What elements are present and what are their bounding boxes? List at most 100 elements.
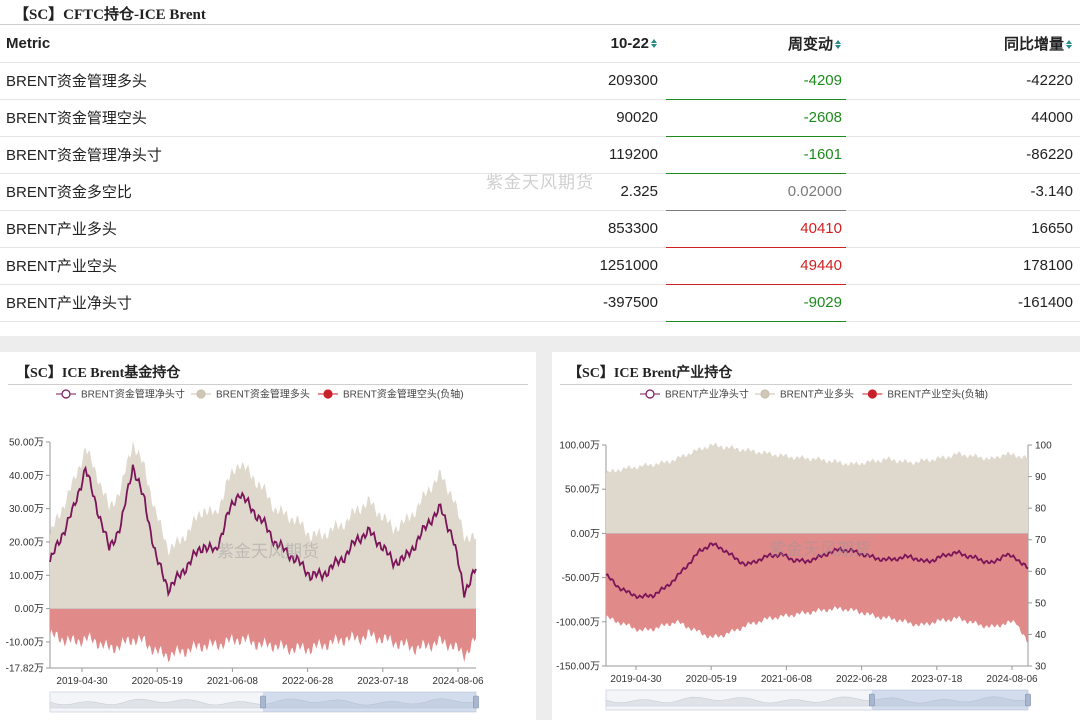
legend-marker-icon [323, 389, 333, 399]
value-cell: 853300 [430, 210, 660, 248]
value-cell-text: 853300 [607, 220, 658, 237]
zoom-handle[interactable] [869, 693, 875, 707]
yoy-cell-text: -3.140 [1030, 183, 1073, 200]
y2-tick-label: 100 [1035, 441, 1052, 452]
yoy-cell: -3.140 [850, 173, 1080, 211]
metric-cell: BRENT资金管理多头 [0, 62, 430, 100]
legend-marker-icon [760, 389, 770, 399]
sort-arrows-icon[interactable] [835, 40, 842, 50]
table-panel-title: 【SC】CFTC持仓-ICE Brent [14, 7, 206, 23]
industry-positions-chart[interactable]: BRENT产业净头寸 BRENT产业多头 BRENT产业空头(负轴) 100.00万 5… [552, 352, 1080, 720]
value-cell: 209300 [430, 62, 660, 100]
zoom-selection [871, 690, 1028, 710]
column-header-date[interactable]: 10-22 [430, 25, 660, 63]
short-position-area [50, 608, 476, 663]
yoy-cell: -86220 [850, 136, 1080, 174]
value-cell-text: 1251000 [599, 257, 658, 274]
x-tick-label: 2024-08-06 [986, 674, 1038, 685]
chart-watermark: 紫金天风期货 [217, 542, 319, 561]
value-cell: 119200 [430, 136, 660, 174]
zoom-handle[interactable] [260, 695, 266, 709]
y-tick-label: 0.00万 [15, 604, 44, 615]
data-zoom-slider[interactable] [49, 691, 479, 713]
change-cell-text: -2608 [803, 109, 842, 126]
metrics-table: Metric 10-22 周变动 同比增量 BRENT资金管理多头 209300 -… [0, 25, 1080, 322]
column-header-weekly-change[interactable]: 周变动 [660, 25, 850, 63]
yoy-cell-text: 44000 [1031, 109, 1073, 126]
x-tick-label: 2020-05-19 [132, 676, 184, 687]
table-row: BRENT资金多空比 2.325 0.02000 -3.140 [0, 173, 1080, 211]
table-header-row: Metric 10-22 周变动 同比增量 [0, 25, 1080, 63]
x-tick-label: 2020-05-19 [686, 674, 738, 685]
value-cell-text: -397500 [602, 294, 658, 311]
fund-positions-chart[interactable]: BRENT资金管理净头寸 BRENT资金管理多头 BRENT资金管理空头(负轴) 50… [0, 352, 536, 720]
zoom-handle[interactable] [1025, 693, 1031, 707]
change-cell: -1601 [660, 136, 850, 174]
y-tick-label: -50.00万 [562, 573, 600, 584]
data-zoom-slider[interactable] [605, 689, 1031, 711]
value-cell: 2.325 [430, 173, 660, 211]
y-tick-label: -100.00万 [556, 617, 600, 628]
metric-cell-text: BRENT资金管理净头寸 [6, 147, 162, 164]
legend-marker-icon [61, 389, 71, 399]
change-cell-text: -4209 [803, 72, 842, 89]
value-cell-text: 119200 [609, 146, 658, 163]
metric-cell: BRENT产业多头 [0, 210, 430, 248]
column-header-yoy[interactable]: 同比增量 [850, 25, 1080, 63]
y-tick-label: -17.82万 [6, 664, 44, 675]
fund-chart-divider [8, 384, 528, 385]
metric-cell-text: BRENT产业净头寸 [6, 295, 132, 312]
column-header-metric: Metric [0, 25, 430, 63]
x-tick-label: 2023-07-18 [911, 674, 963, 685]
long-position-area [606, 442, 1028, 534]
y2-tick-label: 80 [1035, 504, 1047, 515]
change-cell-text: 0.02000 [787, 183, 842, 200]
x-tick-label: 2022-06-28 [282, 676, 334, 687]
y-tick-label: 0.00万 [571, 529, 600, 540]
legend-label: BRENT资金管理净头寸 [81, 388, 185, 401]
fund-chart-title: 【SC】ICE Brent基金持仓 [16, 366, 181, 381]
cftc-table-panel: 【SC】CFTC持仓-ICE Brent Metric 10-22 周变动 同比… [0, 0, 1080, 336]
y-tick-label: -10.00万 [6, 637, 44, 648]
industry-chart-divider [560, 384, 1072, 385]
legend-label: BRENT产业净头寸 [665, 388, 749, 401]
legend-label: BRENT产业空头(负轴) [887, 388, 988, 401]
sort-arrows-icon[interactable] [651, 39, 658, 49]
change-cell: -4209 [660, 62, 850, 100]
zoom-selection [263, 692, 476, 712]
metric-cell-text: BRENT产业多头 [6, 221, 117, 238]
industry-positions-chart-panel: 【SC】ICE Brent产业持仓 BRENT产业净头寸 BRENT产业多头 BRE… [552, 352, 1080, 720]
change-cell: 0.02000 [660, 173, 850, 211]
yoy-cell-text: 16650 [1031, 220, 1073, 237]
y2-tick-label: 50 [1035, 598, 1047, 609]
change-cell: -9029 [660, 284, 850, 322]
yoy-cell: 16650 [850, 210, 1080, 248]
metric-cell: BRENT资金管理净头寸 [0, 136, 430, 174]
fund-positions-chart-panel: 【SC】ICE Brent基金持仓 BRENT资金管理净头寸 BRENT资金管理多… [0, 352, 536, 720]
y-tick-label: 20.00万 [9, 537, 44, 548]
zoom-handle[interactable] [473, 695, 479, 709]
x-tick-label: 2021-06-08 [207, 676, 259, 687]
value-cell: 1251000 [430, 247, 660, 285]
x-tick-label: 2021-06-08 [761, 674, 813, 685]
metric-cell-text: BRENT产业空头 [6, 258, 117, 275]
y2-tick-label: 30 [1035, 662, 1047, 673]
legend-label: BRENT资金管理多头 [216, 388, 310, 401]
change-cell: 40410 [660, 210, 850, 248]
legend-marker-icon [645, 389, 655, 399]
yoy-cell: 44000 [850, 99, 1080, 137]
long-position-area [50, 441, 476, 609]
table-row: BRENT产业多头 853300 40410 16650 [0, 210, 1080, 248]
yoy-cell-text: -86220 [1026, 146, 1073, 163]
zoom-minimap [49, 698, 477, 709]
metric-cell-text: BRENT资金管理空头 [6, 110, 147, 127]
x-tick-label: 2019-04-30 [56, 676, 108, 687]
change-cell: 49440 [660, 247, 850, 285]
value-cell: -397500 [430, 284, 660, 322]
sort-arrows-icon[interactable] [1066, 40, 1073, 50]
value-cell-text: 90020 [616, 109, 658, 126]
metric-cell-text: BRENT资金管理多头 [6, 73, 147, 90]
change-underline-bar [666, 320, 846, 322]
chart-legend: BRENT产业净头寸 BRENT产业多头 BRENT产业空头(负轴) [640, 388, 988, 401]
metric-cell: BRENT资金管理空头 [0, 99, 430, 137]
